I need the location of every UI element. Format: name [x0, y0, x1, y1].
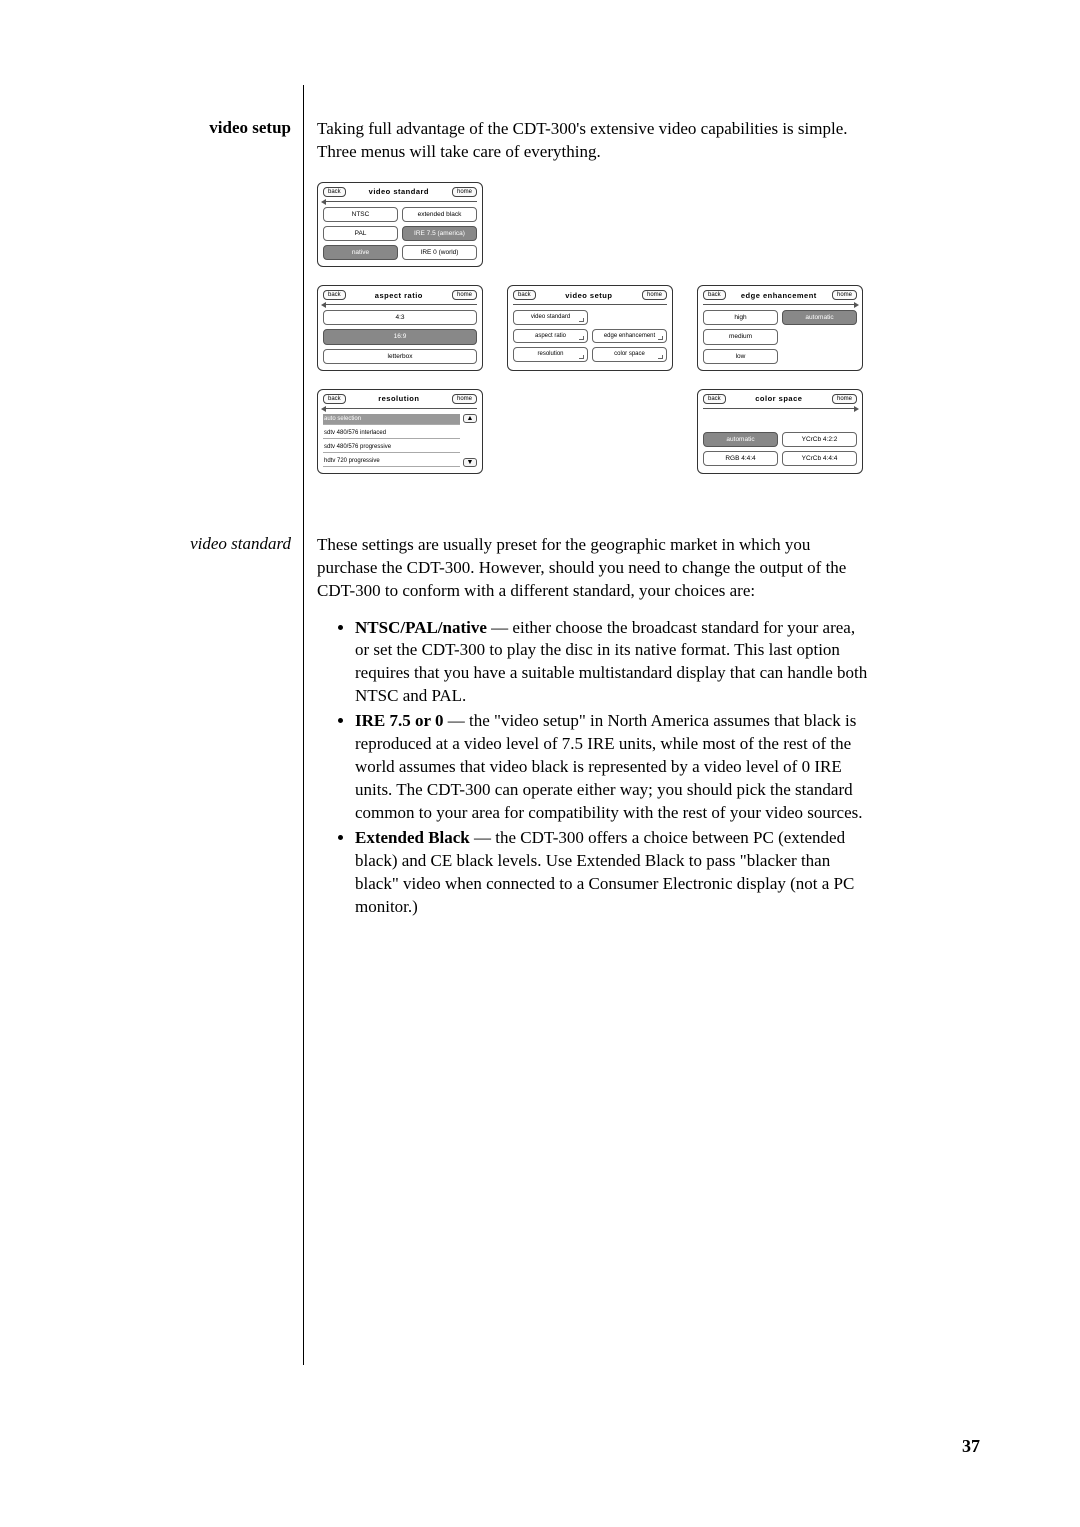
panel-title: edge enhancement	[726, 291, 832, 300]
back-button[interactable]: back	[323, 290, 346, 300]
home-button[interactable]: home	[452, 290, 477, 300]
opt-low[interactable]: low	[703, 349, 778, 364]
section-label: video standard	[180, 534, 303, 921]
opt-auto[interactable]: automatic	[782, 310, 857, 325]
intro-text: These settings are usually preset for th…	[317, 534, 873, 603]
panel-title: video setup	[536, 291, 642, 300]
opt-cs-auto[interactable]: automatic	[703, 432, 778, 447]
opt-rgb[interactable]: RGB 4:4:4	[703, 451, 778, 466]
res-720p[interactable]: hdtv 720 progressive	[323, 456, 460, 467]
res-auto[interactable]: auto selection	[323, 414, 460, 425]
panel-title: aspect ratio	[346, 291, 452, 300]
opt-aspect[interactable]: aspect ratio	[513, 329, 588, 344]
bullet-list: NTSC/PAL/native — either choose the broa…	[317, 617, 873, 919]
opt-4-3[interactable]: 4:3	[323, 310, 477, 325]
menu-diagram: back video standard home NTSC extended b…	[317, 182, 900, 474]
home-button[interactable]: home	[452, 187, 477, 197]
back-button[interactable]: back	[323, 394, 346, 404]
back-button[interactable]: back	[703, 394, 726, 404]
section-video-standard: video standard These settings are usuall…	[180, 534, 900, 921]
list-item: IRE 7.5 or 0 — the "video setup" in Nort…	[355, 710, 873, 825]
panel-video-standard: back video standard home NTSC extended b…	[317, 182, 483, 267]
opt-ire75[interactable]: IRE 7.5 (america)	[402, 226, 477, 241]
section-intro: Taking full advantage of the CDT-300's e…	[303, 118, 873, 164]
opt-medium[interactable]: medium	[703, 329, 778, 344]
opt-edge[interactable]: edge enhancement	[592, 329, 667, 344]
list-item: Extended Black — the CDT-300 offers a ch…	[355, 827, 873, 919]
section-body: These settings are usually preset for th…	[303, 534, 873, 921]
panel-title: video standard	[346, 187, 452, 196]
page-content: video setup Taking full advantage of the…	[180, 118, 900, 939]
scroll-up-button[interactable]: ▲	[463, 414, 477, 423]
term: NTSC/PAL/native	[355, 618, 487, 637]
home-button[interactable]: home	[832, 290, 857, 300]
home-button[interactable]: home	[832, 394, 857, 404]
term: IRE 7.5 or 0	[355, 711, 443, 730]
opt-444[interactable]: YCrCb 4:4:4	[782, 451, 857, 466]
term: Extended Black	[355, 828, 470, 847]
panel-color-space: back color space home automatic YCrCb 4:…	[697, 389, 863, 474]
section-label: video setup	[180, 118, 303, 164]
res-480p[interactable]: sdtv 480/576 progressive	[323, 442, 460, 453]
opt-16-9[interactable]: 16:9	[323, 329, 477, 344]
intro-text: Taking full advantage of the CDT-300's e…	[317, 118, 873, 164]
opt-high[interactable]: high	[703, 310, 778, 325]
res-480i[interactable]: sdtv 480/576 interlaced	[323, 428, 460, 439]
back-button[interactable]: back	[703, 290, 726, 300]
opt-native[interactable]: native	[323, 245, 398, 260]
opt-res[interactable]: resolution	[513, 347, 588, 362]
page-number: 37	[962, 1436, 980, 1457]
list-item: NTSC/PAL/native — either choose the broa…	[355, 617, 873, 709]
panel-title: resolution	[346, 394, 452, 403]
section-video-setup: video setup Taking full advantage of the…	[180, 118, 900, 164]
opt-vstd[interactable]: video standard	[513, 310, 588, 325]
panel-title: color space	[726, 394, 832, 403]
home-button[interactable]: home	[642, 290, 667, 300]
back-button[interactable]: back	[323, 187, 346, 197]
opt-cspace[interactable]: color space	[592, 347, 667, 362]
opt-ire0[interactable]: IRE 0 (world)	[402, 245, 477, 260]
opt-422[interactable]: YCrCb 4:2:2	[782, 432, 857, 447]
panel-resolution: back resolution home auto selection sdtv…	[317, 389, 483, 474]
opt-pal[interactable]: PAL	[323, 226, 398, 241]
opt-ntsc[interactable]: NTSC	[323, 207, 398, 222]
panel-edge: back edge enhancement home high automati…	[697, 285, 863, 370]
opt-ext-black[interactable]: extended black	[402, 207, 477, 222]
opt-letterbox[interactable]: letterbox	[323, 349, 477, 364]
panel-video-setup: back video setup home video standard asp…	[507, 285, 673, 370]
panel-aspect-ratio: back aspect ratio home 4:3 16:9 letterbo…	[317, 285, 483, 370]
home-button[interactable]: home	[452, 394, 477, 404]
scroll-down-button[interactable]: ▼	[463, 458, 477, 467]
back-button[interactable]: back	[513, 290, 536, 300]
